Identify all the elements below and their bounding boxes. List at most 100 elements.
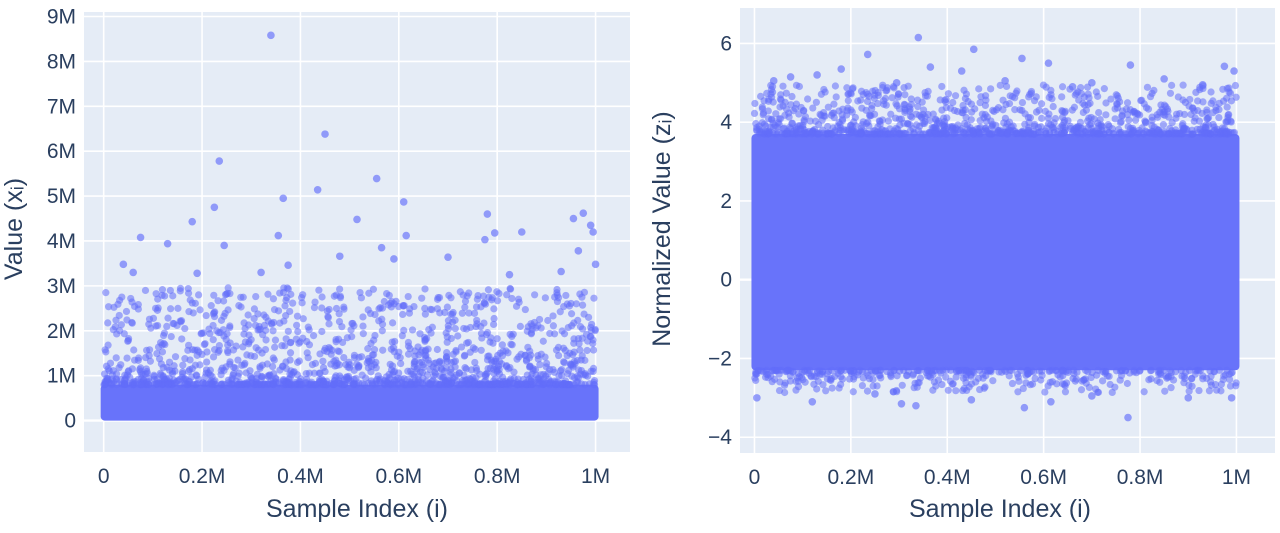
fringe-point <box>240 330 248 338</box>
fringe-point <box>1080 376 1088 384</box>
y-axis-title-left: Value (xᵢ) <box>0 178 28 280</box>
fringe-point <box>293 312 302 320</box>
y-tick-label: 2M <box>47 320 76 343</box>
fringe-point <box>319 357 327 365</box>
fringe-point <box>293 321 301 329</box>
outlier-point <box>335 252 344 261</box>
fringe-point <box>1231 81 1240 90</box>
fringe-point <box>1177 366 1185 375</box>
fringe-point <box>147 324 155 332</box>
fringe-point <box>394 374 402 382</box>
fringe-point <box>222 335 230 344</box>
y-tick-label: 4 <box>720 111 732 134</box>
fringe-point <box>508 341 516 349</box>
fringe-point <box>123 354 131 362</box>
fringe-point <box>181 324 189 333</box>
fringe-point <box>186 378 194 386</box>
fringe-point <box>584 313 593 321</box>
fringe-point <box>1226 382 1235 390</box>
fringe-point <box>871 91 879 99</box>
outlier-point <box>753 394 761 402</box>
fringe-point <box>495 358 504 366</box>
fringe-point <box>145 381 153 389</box>
outlier-point <box>1126 61 1135 69</box>
fringe-point <box>823 375 832 383</box>
fringe-point <box>1196 367 1204 375</box>
fringe-point <box>887 371 895 379</box>
x-axis-title-right: Sample Index (i) <box>909 495 1091 523</box>
fringe-point <box>825 367 833 376</box>
fringe-point <box>1185 387 1193 395</box>
fringe-point <box>477 329 486 338</box>
fringe-point <box>943 114 951 122</box>
fringe-point <box>364 354 373 363</box>
fringe-point <box>353 360 361 368</box>
fringe-point <box>386 374 394 382</box>
fringe-point <box>1118 112 1126 120</box>
fringe-point <box>1167 384 1175 392</box>
fringe-point <box>433 305 441 313</box>
fringe-point <box>876 120 884 128</box>
fringe-point <box>1035 106 1043 114</box>
fringe-point <box>473 366 481 375</box>
fringe-point <box>541 294 549 302</box>
outlier-point <box>136 233 145 242</box>
fringe-point <box>1072 375 1080 383</box>
fringe-point <box>506 363 514 372</box>
chart-right-normalized-scatter: 0 0.2M 0.4M 0.6M 0.8M 1M −4 −2 0 2 4 6 Sample Inde… <box>648 8 1275 523</box>
fringe-point <box>858 104 866 112</box>
fringe-point <box>1224 111 1232 119</box>
fringe-point <box>1108 125 1116 133</box>
fringe-point <box>858 381 867 390</box>
fringe-point <box>757 92 765 100</box>
fringe-point <box>305 369 313 377</box>
fringe-point <box>1140 388 1148 396</box>
fringe-point <box>916 130 925 138</box>
fringe-point <box>785 113 793 121</box>
fringe-point <box>864 118 872 126</box>
fringe-point <box>168 380 176 388</box>
fringe-point <box>1188 126 1196 134</box>
fringe-point <box>112 370 121 378</box>
fringe-point <box>757 367 765 375</box>
fringe-point <box>335 348 343 356</box>
fringe-point <box>149 314 158 322</box>
fringe-point <box>959 106 967 114</box>
fringe-point <box>882 101 890 109</box>
fringe-point <box>786 123 794 131</box>
fringe-point <box>757 128 765 136</box>
fringe-point <box>781 388 789 397</box>
fringe-point <box>535 315 544 324</box>
fringe-point <box>1057 129 1066 138</box>
fringe-point <box>764 107 772 115</box>
fringe-point <box>228 374 236 382</box>
fringe-point <box>178 335 186 343</box>
x-tick-label: 0.2M <box>179 465 226 488</box>
x-tick-label: 0.8M <box>474 465 521 488</box>
fringe-point <box>122 307 131 316</box>
outlier-point <box>274 231 283 240</box>
fringe-point <box>775 120 783 128</box>
fringe-point <box>318 293 326 301</box>
fringe-point <box>835 107 843 115</box>
fringe-point <box>202 311 210 320</box>
fringe-point <box>364 306 372 314</box>
fringe-point <box>1039 81 1048 89</box>
fringe-point <box>101 346 109 354</box>
fringe-point <box>332 291 340 299</box>
fringe-point <box>942 373 950 381</box>
outlier-point <box>1124 413 1132 422</box>
fringe-point <box>516 322 524 330</box>
fringe-point <box>543 359 551 367</box>
fringe-point <box>153 349 161 358</box>
fringe-point <box>963 121 971 129</box>
fringe-point <box>566 360 575 368</box>
fringe-point <box>940 122 948 130</box>
fringe-point <box>549 322 557 330</box>
fringe-point <box>1202 121 1210 129</box>
outlier-points-left <box>119 31 600 279</box>
fringe-point <box>293 358 302 366</box>
fringe-point <box>234 356 242 364</box>
fringe-point <box>1128 129 1136 137</box>
fringe-point <box>487 334 495 342</box>
